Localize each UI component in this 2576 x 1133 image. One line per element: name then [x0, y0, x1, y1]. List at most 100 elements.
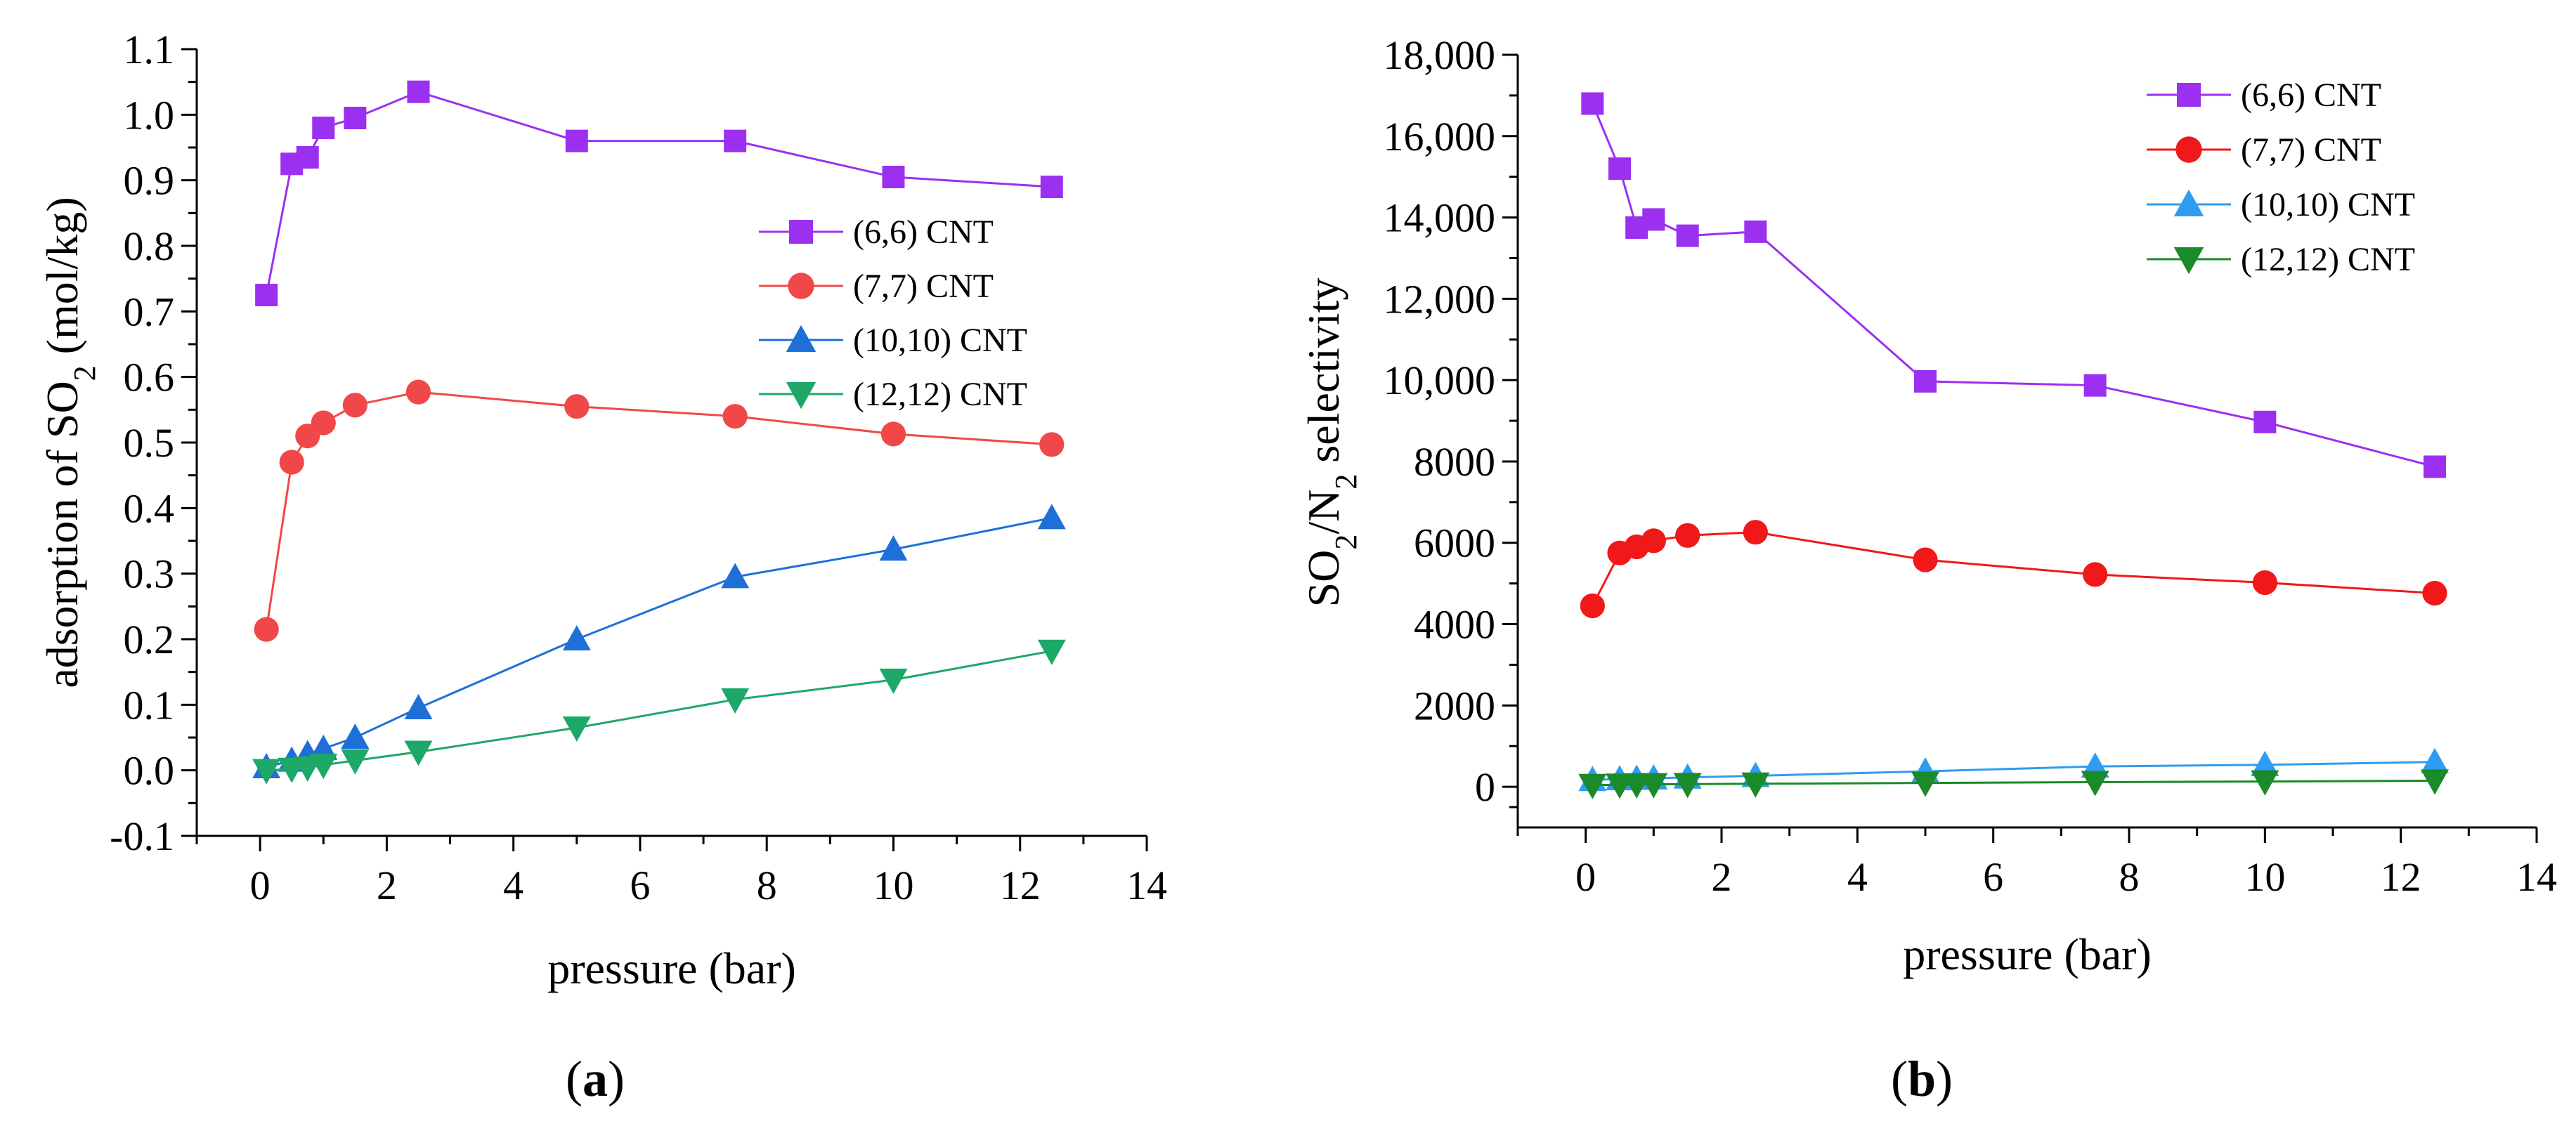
data-point	[254, 617, 279, 642]
x-tick-label: 2	[377, 863, 397, 908]
data-point	[1913, 547, 1938, 572]
data-point	[1641, 528, 1666, 554]
data-point	[879, 535, 908, 561]
y-tick-label: 0.8	[124, 223, 175, 269]
legend-label: (6,6) CNT	[2241, 77, 2381, 114]
legend-item: (6,6) CNT	[2147, 77, 2381, 114]
legend-item: (10,10) CNT	[2147, 186, 2415, 223]
data-point	[2081, 771, 2109, 797]
label-part: (mol/kg)	[37, 197, 87, 365]
x-axis-title: pressure (bar)	[1903, 929, 2152, 979]
legend-label: (12,12) CNT	[853, 376, 1027, 413]
data-point	[722, 404, 748, 429]
legend-marker	[788, 273, 814, 299]
legend-item: (7,7) CNT	[759, 268, 994, 305]
data-point	[2251, 770, 2279, 796]
data-point	[1639, 773, 1668, 799]
legend-label: (7,7) CNT	[2241, 131, 2381, 169]
label-part: /N	[1299, 490, 1348, 535]
x-tick-label: 12	[2381, 854, 2421, 900]
x-tick-label: 2	[1712, 854, 1732, 900]
legend: (6,6) CNT (7,7) CNT (10,10) CNT (12,12) CNT	[759, 214, 1027, 413]
data-point	[1037, 504, 1066, 530]
series-6-6-cnt	[1581, 92, 2446, 478]
series-6-6-cnt	[255, 80, 1063, 306]
data-point	[1911, 771, 1939, 797]
y-tick-label: 0.1	[124, 682, 175, 728]
data-point	[1642, 208, 1665, 231]
legend-label: (10,10) CNT	[853, 322, 1027, 359]
legend-item: (12,12) CNT	[759, 376, 1027, 413]
data-point	[2421, 769, 2449, 795]
label-part: selectivity	[1299, 278, 1348, 474]
legend-item: (12,12) CNT	[2147, 241, 2415, 278]
label-part: adsorption of SO	[37, 381, 87, 688]
x-tick-label: 4	[1847, 854, 1868, 900]
legend-marker	[2177, 83, 2201, 107]
data-point	[311, 410, 336, 435]
data-point	[1040, 176, 1063, 198]
caption-part: )	[608, 1051, 625, 1107]
y-tick-label: 0.4	[124, 485, 175, 531]
x-tick-label: 12	[1000, 863, 1041, 908]
data-point	[565, 129, 588, 152]
y-tick-label: 0.3	[124, 551, 175, 597]
data-point	[1675, 523, 1700, 548]
label-part: 2	[1329, 474, 1363, 490]
caption-part: )	[1936, 1051, 1953, 1107]
legend: (6,6) CNT (7,7) CNT (10,10) CNT (12,12) CNT	[2147, 77, 2415, 278]
caption-part: a	[583, 1051, 608, 1107]
data-point	[2083, 562, 2108, 587]
x-tick-label: 10	[873, 863, 913, 908]
legend-label: (10,10) CNT	[2241, 186, 2415, 223]
x-tick-label: 0	[1575, 854, 1596, 900]
data-point	[1741, 772, 1770, 798]
data-point	[879, 668, 908, 694]
series-line	[266, 650, 1053, 772]
data-point	[724, 129, 747, 152]
data-point	[2251, 750, 2279, 776]
series-line	[1591, 103, 2435, 468]
series-line	[1592, 779, 2435, 787]
y-tick-label: 1.1	[124, 27, 175, 72]
data-point	[404, 694, 433, 719]
y-tick-label: 6000	[1414, 520, 1495, 566]
series-12-12-cnt	[252, 639, 1066, 785]
data-point	[255, 284, 278, 306]
data-point	[404, 740, 433, 766]
legend-marker	[786, 382, 817, 410]
data-point	[1037, 639, 1066, 665]
label-part: 2	[67, 365, 102, 381]
series-7-7-cnt	[254, 379, 1065, 642]
x-tick-label: 6	[630, 863, 650, 908]
x-axis-title: pressure (bar)	[547, 943, 796, 993]
chart-panel-a: 0 2 4 6 8 10 12 14 -0.1 0.0 0.1 0.2 0.3 0.4 0.5 0.6 0.7 0…	[37, 27, 1167, 1107]
legend-item: (6,6) CNT	[759, 214, 994, 251]
data-point	[342, 393, 367, 418]
series-12-12-cnt	[1578, 769, 2449, 799]
data-point	[562, 625, 591, 650]
data-point	[1580, 593, 1605, 619]
legend-marker	[2173, 247, 2204, 275]
label-part: SO	[1299, 550, 1348, 608]
data-point	[252, 759, 281, 785]
chart-panel-b: 0 2 4 6 8 10 12 14 0 2000 4000 6000 8000 10,000 12,000…	[1299, 32, 2557, 1107]
series-line	[266, 516, 1053, 768]
data-point	[2424, 455, 2446, 478]
y-tick-label: 0	[1475, 764, 1495, 810]
y-tick-label: 0.7	[124, 289, 175, 334]
x-tick-label: 14	[2516, 854, 2557, 900]
series-line	[1592, 761, 2435, 781]
data-point	[341, 749, 370, 775]
data-point	[1608, 157, 1631, 181]
y-tick-label: 12,000	[1384, 276, 1496, 322]
series-line	[265, 91, 1052, 296]
data-point	[1673, 773, 1702, 799]
series-10-10-cnt	[252, 504, 1066, 778]
data-point	[279, 450, 304, 475]
data-point	[1743, 520, 1768, 545]
y-tick-label: 16,000	[1384, 114, 1496, 159]
legend-marker	[789, 220, 813, 244]
data-point	[309, 734, 338, 760]
